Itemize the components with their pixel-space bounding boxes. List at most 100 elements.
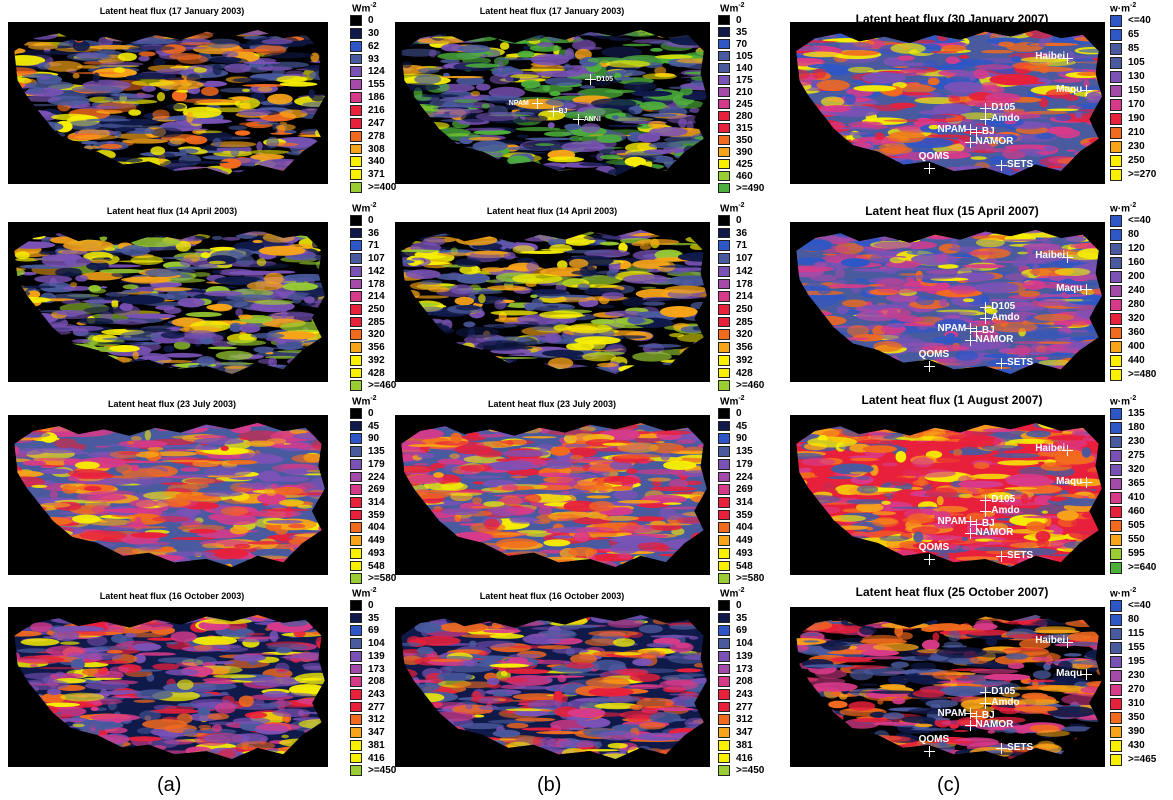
legend-entry: 0 (718, 599, 778, 613)
station-marker (923, 162, 935, 174)
legend-swatch (718, 51, 730, 61)
legend-swatch (350, 79, 362, 91)
legend-value: 275 (1128, 450, 1145, 461)
legend-value: 243 (368, 689, 385, 700)
unit-exponent: -2 (1130, 202, 1137, 209)
legend-swatch (718, 509, 730, 521)
legend-entry: 104 (718, 637, 778, 651)
legend-entry: >=460 (718, 379, 778, 393)
legend-value: 390 (736, 147, 753, 158)
legend-value: 105 (736, 51, 753, 62)
legend-value: 381 (368, 739, 385, 751)
legend-swatch (718, 15, 730, 25)
legend-entry: 175 (718, 74, 778, 88)
legend-swatch (718, 253, 730, 264)
legend-swatch (718, 739, 730, 751)
legend-value: 371 (368, 169, 385, 181)
legend-value: 93 (368, 53, 380, 65)
legend-entry: 410 (1110, 491, 1170, 505)
legend-value: 90 (736, 433, 748, 445)
station-marker (970, 518, 982, 530)
legend-entry: 140 (718, 62, 778, 76)
legend-swatch (350, 265, 362, 277)
legend-unit: Wm-2 (352, 202, 377, 214)
legend-entry: 404 (718, 521, 778, 535)
legend-swatch (1110, 422, 1122, 434)
legend-swatch (718, 27, 730, 37)
station-label: NAMOR (975, 334, 1014, 346)
unit-exponent: -2 (738, 395, 745, 402)
legend-entry: 104 (350, 637, 410, 651)
legend-entry: 180 (1110, 421, 1170, 435)
legend-value: 392 (368, 354, 385, 366)
station-label: SETS (1007, 549, 1034, 561)
legend-swatch (1110, 271, 1122, 283)
station-label: Amdo (991, 113, 1020, 125)
legend-swatch (718, 39, 730, 49)
legend-entry: 173 (350, 663, 410, 677)
legend-swatch (1110, 215, 1122, 227)
legend-swatch (718, 227, 730, 239)
station-marker (980, 506, 992, 517)
legend-swatch (1110, 600, 1122, 612)
station-label: BJ (981, 709, 995, 721)
station-label: NAMOR (975, 719, 1014, 731)
legend-swatch (350, 471, 362, 483)
station-label: Maqu (1056, 84, 1083, 96)
legend-swatch (350, 342, 362, 353)
legend-swatch (1110, 57, 1122, 69)
station-marker (980, 114, 992, 126)
legend-entry: 356 (718, 341, 778, 355)
legend-swatch (1110, 355, 1122, 367)
legend-value: 269 (368, 484, 385, 496)
legend-swatch (1110, 285, 1122, 297)
station-label: Haibei (1035, 443, 1066, 455)
legend-value: 312 (736, 714, 753, 726)
legend-swatch (1110, 71, 1122, 83)
legend-entry: 0 (350, 407, 410, 421)
legend-entry: 200 (1110, 270, 1170, 284)
legend-swatch (718, 99, 730, 109)
legend-swatch (718, 650, 730, 662)
station-marker (964, 335, 976, 347)
legend-entry: 71 (350, 239, 410, 253)
legend-value: >=480 (1128, 369, 1157, 380)
legend-entry: 35 (718, 26, 778, 40)
legend-entry: 428 (350, 367, 410, 381)
legend-swatch (1110, 740, 1122, 752)
legend-entry: 285 (350, 316, 410, 330)
legend-entry: >=400 (350, 181, 410, 195)
legend-entry: 247 (350, 117, 410, 131)
station-label: ANNI (583, 116, 601, 124)
legend-value: 135 (736, 446, 753, 458)
legend-swatch (718, 446, 730, 457)
legend-entry: >=480 (1110, 368, 1170, 382)
legend-swatch (1110, 670, 1122, 682)
legend-value: 104 (736, 638, 753, 650)
legend-value: 595 (1128, 548, 1145, 559)
legend-entry: 440 (1110, 354, 1170, 368)
legend-value: 550 (1128, 534, 1145, 545)
legend-value: 460 (736, 171, 753, 182)
legend-swatch (718, 625, 730, 637)
legend-entry: 62 (350, 40, 410, 54)
legend-swatch (718, 304, 730, 315)
legend-entry: >=450 (350, 764, 410, 778)
legend-entry: 359 (350, 509, 410, 523)
panel-title: Latent heat flux (16 October 2003) (99, 591, 245, 601)
legend-value: 35 (736, 612, 748, 624)
station-marker (923, 361, 935, 372)
legend-value: 190 (1128, 113, 1145, 124)
station-marker (531, 98, 543, 109)
legend-entry: 595 (1110, 547, 1170, 561)
station-label: Amdo (991, 697, 1020, 708)
legend-entry: 347 (718, 726, 778, 740)
legend-value: 30 (368, 27, 380, 39)
legend-entry: 178 (718, 278, 778, 292)
legend-value: 410 (1128, 492, 1145, 503)
legend-entry: 314 (350, 496, 410, 510)
legend-entry: 186 (350, 91, 410, 105)
legend-entry: <=40 (1110, 599, 1170, 613)
legend-value: 310 (1128, 698, 1145, 709)
station-marker (923, 554, 935, 565)
